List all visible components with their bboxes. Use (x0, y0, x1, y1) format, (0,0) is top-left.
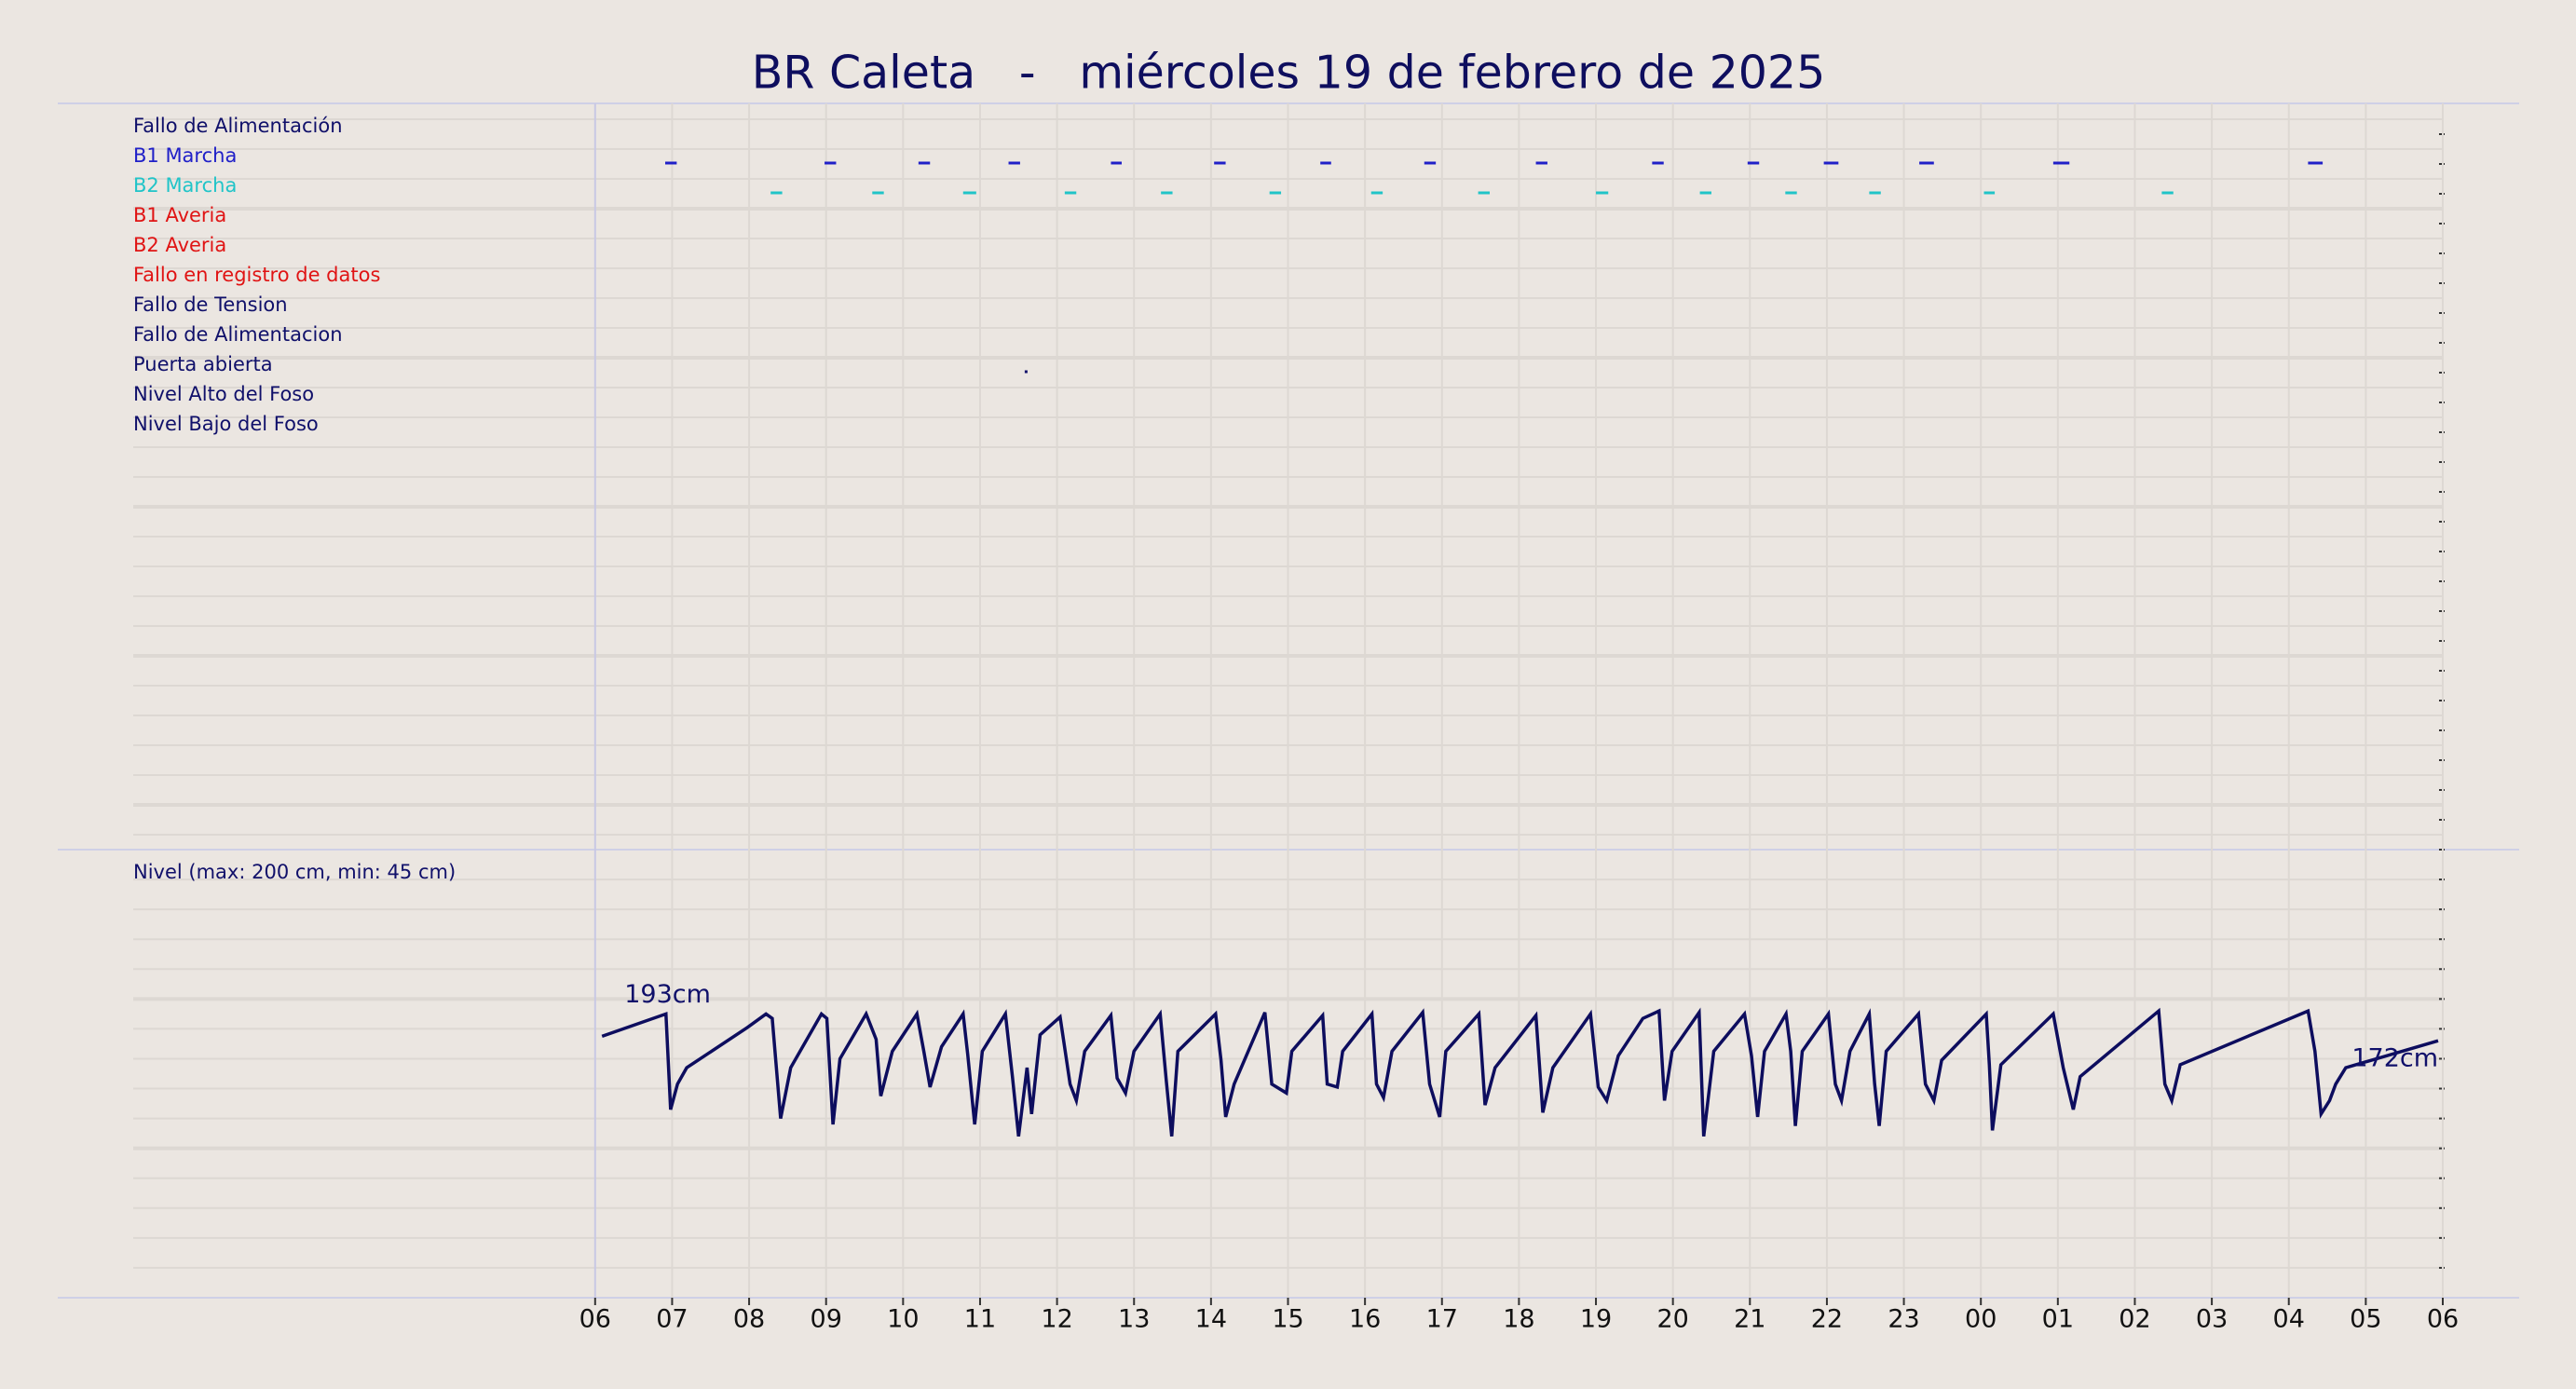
x-tick-label: 06 (2427, 1305, 2459, 1334)
row-label: B2 Averia (133, 234, 226, 256)
x-tick-label: 01 (2042, 1305, 2074, 1334)
annotation: 193cm (624, 980, 711, 1009)
x-tick-label: 17 (1426, 1305, 1458, 1334)
x-tick-label: 14 (1195, 1305, 1227, 1334)
x-tick-label: 00 (1965, 1305, 1997, 1334)
x-tick-label: 06 (579, 1305, 611, 1334)
x-tick-label: 11 (964, 1305, 996, 1334)
x-tick-label: 15 (1272, 1305, 1303, 1334)
row-label: Nivel Alto del Foso (133, 383, 314, 405)
row-label: B2 Marcha (133, 174, 237, 197)
chart-title: BR Caleta - miércoles 19 de febrero de 2… (752, 47, 1826, 100)
x-tick-label: 19 (1580, 1305, 1612, 1334)
x-tick-label: 03 (2196, 1305, 2228, 1334)
panel-label: Nivel (max: 200 cm, min: 45 cm) (133, 861, 456, 883)
x-tick-label: 04 (2273, 1305, 2305, 1334)
x-tick-label: 02 (2119, 1305, 2150, 1334)
row-label: Fallo de Alimentacion (133, 323, 343, 346)
x-tick-label: 13 (1118, 1305, 1150, 1334)
level-line (601, 1007, 2439, 1137)
row-label: B1 Averia (133, 204, 226, 226)
x-tick-label: 08 (733, 1305, 765, 1334)
x-tick-label: 21 (1734, 1305, 1765, 1334)
x-tick-label: 07 (656, 1305, 688, 1334)
x-tick-label: 10 (887, 1305, 919, 1334)
row-label: Puerta abierta (133, 353, 273, 375)
row-label: B1 Marcha (133, 144, 237, 167)
row-label: Nivel Bajo del Foso (133, 413, 319, 435)
annotation: 172cm (2351, 1044, 2438, 1073)
x-tick-label: 12 (1041, 1305, 1072, 1334)
x-tick-label: 16 (1349, 1305, 1381, 1334)
x-tick-label: 23 (1888, 1305, 1919, 1334)
x-tick-label: 05 (2350, 1305, 2381, 1334)
x-tick-label: 18 (1503, 1305, 1534, 1334)
x-tick-label: 22 (1811, 1305, 1843, 1334)
x-tick-label: 20 (1656, 1305, 1688, 1334)
row-label: Fallo de Alimentación (133, 115, 343, 137)
x-tick-label: 09 (811, 1305, 842, 1334)
row-label: Fallo en registro de datos (133, 264, 380, 286)
row-label: Fallo de Tension (133, 293, 288, 316)
